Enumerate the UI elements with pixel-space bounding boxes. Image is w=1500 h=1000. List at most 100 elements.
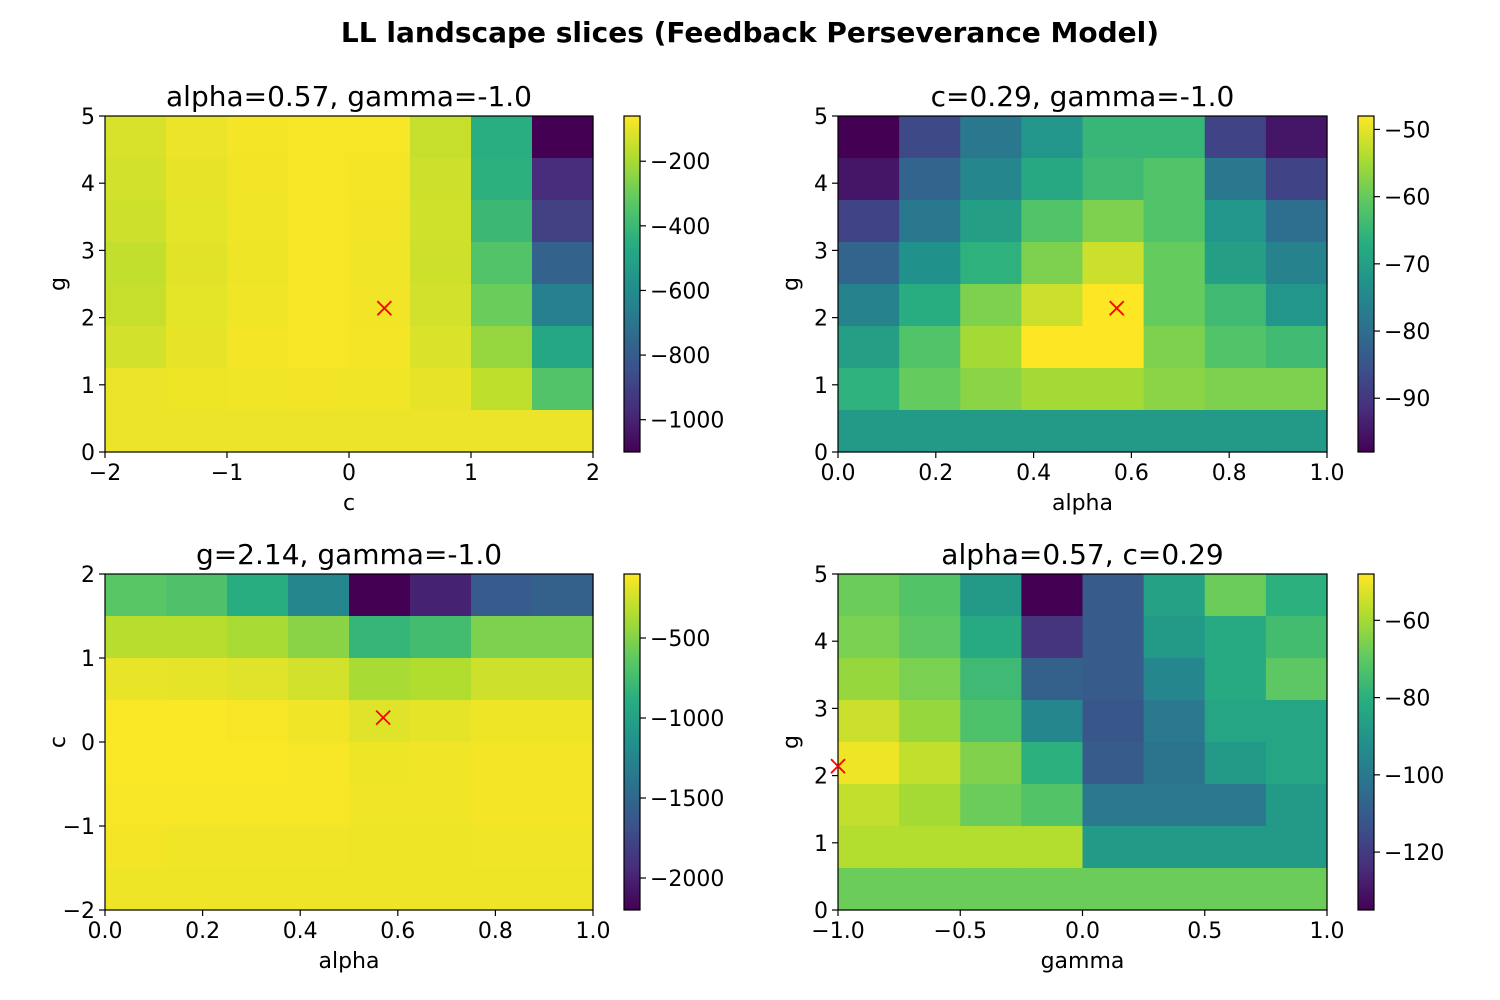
heatmap-cell [838, 242, 900, 285]
heatmap-cell [1204, 574, 1267, 617]
heatmap-cell [1265, 410, 1328, 453]
heatmap-cell [532, 158, 594, 201]
heatmap-cell [227, 658, 289, 701]
heatmap-cell [532, 826, 594, 869]
x-tick-label: 0.6 [1114, 461, 1149, 486]
x-tick-label: 0.8 [478, 919, 513, 944]
heatmap-cell [960, 742, 1022, 785]
heatmap-cell [105, 658, 167, 701]
x-tick-label: 0.6 [380, 919, 415, 944]
heatmap-cell [1265, 116, 1328, 159]
best-fit-marker [376, 300, 393, 316]
heatmap-cell [1143, 574, 1206, 617]
heatmap-cell [899, 326, 961, 369]
x-tick-label: −1.0 [811, 919, 864, 944]
heatmap-cell [838, 326, 900, 369]
heatmap-cell [410, 868, 472, 911]
heatmap-cell [1082, 326, 1145, 369]
heatmap-cell [410, 826, 472, 869]
heatmap-cell [899, 742, 961, 785]
heatmap-cell [227, 784, 289, 827]
heatmap-cell [960, 784, 1022, 827]
heatmap-cell [838, 784, 900, 827]
heatmap-cell [532, 742, 594, 785]
heatmap-cell [899, 368, 961, 411]
heatmap-cell [899, 200, 961, 243]
heatmap-cell [532, 284, 594, 327]
heatmap-cell [288, 784, 350, 827]
heatmap-cell [1143, 326, 1206, 369]
colorbar-tick-label: −1000 [650, 409, 724, 434]
heatmap-cell [166, 242, 228, 285]
x-tick-label: 1 [464, 461, 478, 486]
heatmap-cell [960, 116, 1022, 159]
heatmap-cell [1082, 116, 1145, 159]
heatmap-cell [838, 284, 900, 327]
heatmap-cell [1143, 616, 1206, 659]
colorbar-tick-label: −800 [650, 344, 710, 369]
y-tick-label: 2 [81, 307, 95, 332]
panel-title: c=0.29, gamma=-1.0 [931, 80, 1235, 113]
heatmap-cell [838, 574, 900, 617]
heatmap-cell [227, 574, 289, 617]
heatmap-cell [471, 368, 533, 411]
heatmap-cell [471, 284, 533, 327]
heatmap-cell [1265, 158, 1328, 201]
heatmap-cell [410, 284, 472, 327]
x-tick-label: 0.5 [1187, 919, 1222, 944]
heatmap-cell [899, 616, 961, 659]
heatmap-cell [1204, 158, 1267, 201]
heatmap-cell [899, 700, 961, 743]
heatmap-cell [532, 368, 594, 411]
heatmap-cell [166, 826, 228, 869]
heatmap-cell [1143, 784, 1206, 827]
heatmap-cell [1265, 658, 1328, 701]
heatmap-cell [838, 616, 900, 659]
heatmap-cell [288, 410, 350, 453]
heatmap-cell [349, 116, 411, 159]
x-axis-label: alpha [319, 949, 380, 974]
heatmap-cell [349, 868, 411, 911]
heatmap-cell [532, 574, 594, 617]
heatmap-cell [1204, 868, 1267, 911]
heatmap-cell [960, 284, 1022, 327]
heatmap-cell [471, 742, 533, 785]
heatmap-cell [471, 410, 533, 453]
y-tick-label: 0 [81, 441, 95, 466]
heatmap-cell [105, 200, 167, 243]
heatmap-cell [1021, 158, 1084, 201]
y-tick-label: 0 [81, 731, 95, 756]
heatmap-cell [410, 616, 472, 659]
heatmap-cell [1265, 784, 1328, 827]
heatmap-cell [227, 410, 289, 453]
heatmap-cell [1265, 284, 1328, 327]
colorbar: −50 −60 −70 −80 −90 [1357, 115, 1430, 453]
heatmap-cell [899, 410, 961, 453]
heatmap-cell [227, 868, 289, 911]
heatmap-cell [960, 200, 1022, 243]
heatmap-cell [1143, 242, 1206, 285]
heatmap-cell [471, 116, 533, 159]
colorbar-tick-label: −120 [1384, 841, 1444, 866]
heatmap-cell [410, 368, 472, 411]
heatmap-cell [1082, 242, 1145, 285]
heatmap-cell [349, 368, 411, 411]
colorbar: −500 −1000 −1500 −2000 [623, 573, 724, 911]
heatmap-cell [410, 658, 472, 701]
heatmap-cell [1082, 868, 1145, 911]
heatmap-cell [349, 742, 411, 785]
heatmap-cell [532, 200, 594, 243]
x-tick-label: 0.4 [283, 919, 318, 944]
heatmap-cell [899, 574, 961, 617]
axes-frame [837, 115, 1328, 453]
colorbar-tick-label: −60 [1384, 186, 1430, 211]
colorbar-gradient [1357, 115, 1375, 453]
heatmap-cell [1143, 410, 1206, 453]
heatmap-cell [1265, 700, 1328, 743]
heatmap-cell [105, 826, 167, 869]
heatmap-cell [532, 658, 594, 701]
heatmap-cell [227, 242, 289, 285]
heatmap-cell [410, 410, 472, 453]
heatmap-cell [288, 200, 350, 243]
y-tick-label: 5 [814, 563, 828, 588]
